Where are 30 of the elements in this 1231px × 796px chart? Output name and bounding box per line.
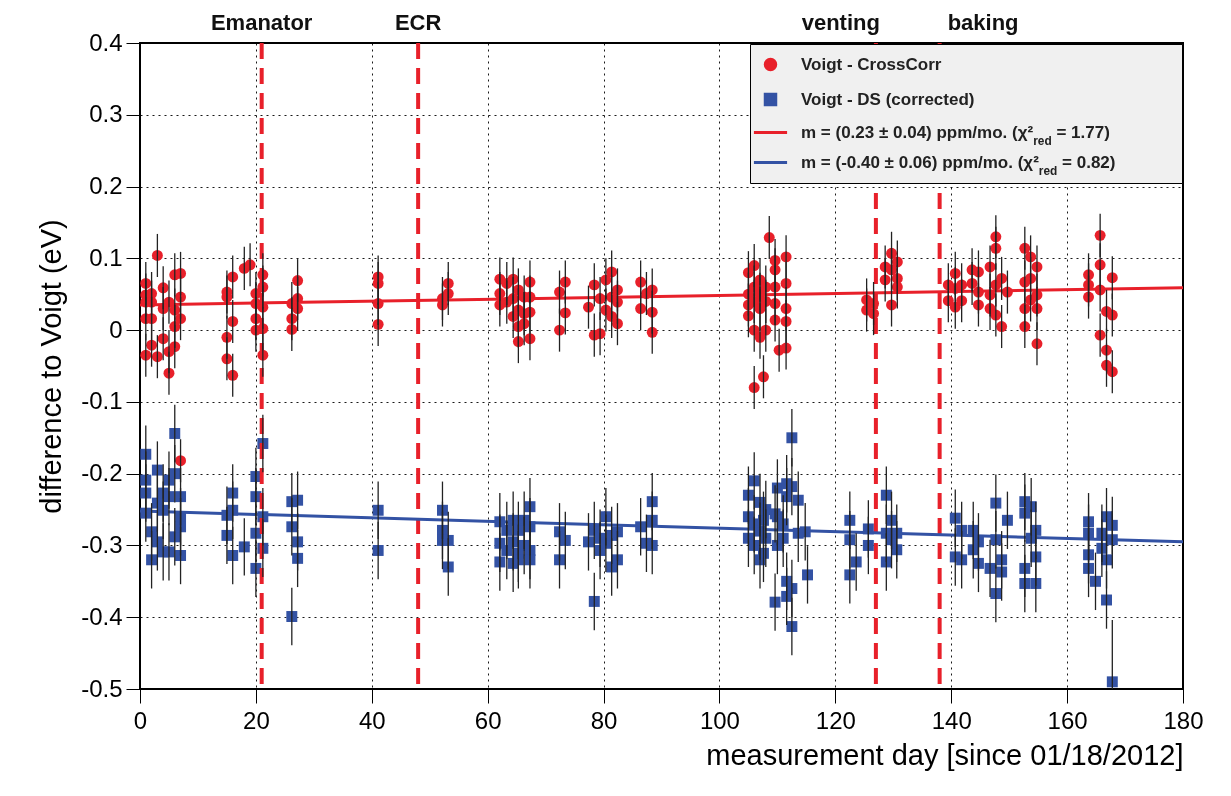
x-tick-label: 100 [699,706,740,734]
x-tick-label: 160 [1047,706,1088,734]
y-tick-label: 0.4 [89,28,123,56]
x-tick-label: 80 [590,706,618,734]
y-axis-title: difference to Voigt (eV) [35,219,68,514]
y-tick-label: -0.5 [81,674,123,702]
y-tick-label: -0.1 [81,387,123,415]
ref-line-label: Emanator [210,10,313,35]
y-tick-label: 0.3 [89,100,123,128]
x-tick-label: 40 [358,706,386,734]
x-tick-label: 20 [243,706,270,734]
x-tick-label: 120 [815,706,856,734]
y-tick-label: 0.2 [89,172,123,200]
y-tick-label: -0.2 [81,459,123,487]
x-tick-label: 180 [1163,706,1204,734]
x-tick-label: 60 [474,706,502,734]
x-axis-title: measurement day [since 01/18/2012] [706,738,1184,771]
y-tick-label: 0.1 [89,243,123,271]
x-tick-label: 0 [133,706,148,734]
ref-line-label: ECR [394,10,442,35]
y-tick-label: -0.4 [81,602,123,630]
legend-label: m = (0.23 ± 0.04) ppm/mo. (χ²$_{red}$ = 1.77) [801,122,1110,148]
ref-line-label: baking [947,10,1019,35]
legend-label: m = (-0.40 ± 0.06) ppm/mo. (χ²$_{red}$ = 0.82) [801,152,1116,178]
ref-line-label: venting [801,10,880,35]
x-tick-label: 140 [931,706,972,734]
legend-label: Voigt - CrossCorr [801,54,942,74]
legend-label: Voigt - DS (corrected) [801,89,975,109]
y-tick-label: -0.3 [81,530,123,558]
y-tick-label: 0 [109,315,123,343]
